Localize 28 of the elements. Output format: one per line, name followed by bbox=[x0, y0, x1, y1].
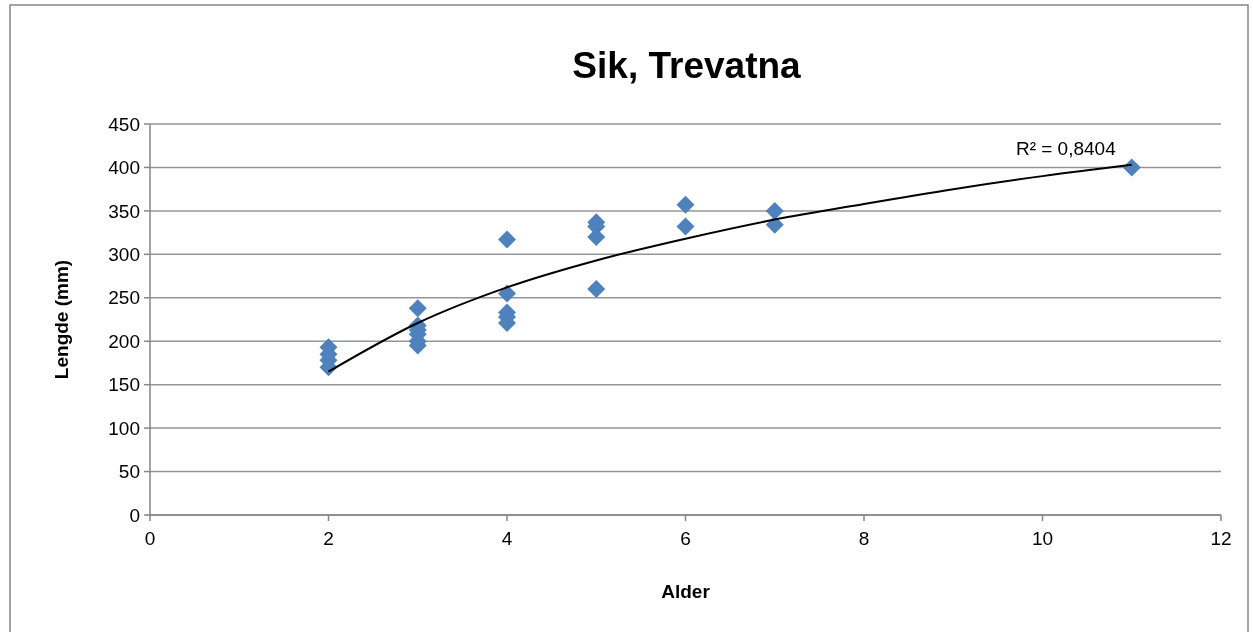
y-tick-label: 300 bbox=[108, 243, 140, 265]
point bbox=[408, 299, 427, 318]
x-tick-label: 4 bbox=[501, 528, 513, 549]
y-tick-label: 400 bbox=[108, 157, 140, 179]
y-tick-label: 450 bbox=[108, 113, 140, 135]
y-tick-label: 350 bbox=[108, 200, 140, 222]
point bbox=[765, 215, 784, 234]
x-tick-label: 12 bbox=[1210, 528, 1232, 549]
y-tick-label: 200 bbox=[108, 330, 140, 352]
x-axis-title: Alder bbox=[661, 581, 711, 602]
point bbox=[587, 280, 606, 299]
x-tick-label: 6 bbox=[680, 528, 691, 549]
x-tick-label: 8 bbox=[858, 528, 870, 549]
y-tick-label: 150 bbox=[108, 374, 140, 396]
point bbox=[676, 217, 695, 236]
point bbox=[676, 195, 695, 214]
y-axis-title: Lengde (mm) bbox=[51, 259, 72, 380]
annotation: R² = 0,8404 bbox=[1015, 137, 1117, 159]
point bbox=[765, 201, 784, 220]
y-tick-label: 50 bbox=[118, 461, 140, 483]
x-tick-label: 2 bbox=[323, 528, 334, 549]
point bbox=[498, 230, 516, 249]
x-tick-label: 10 bbox=[1031, 528, 1054, 549]
y-tick-label: 0 bbox=[129, 504, 140, 526]
chart-title: Sik, Trevatna bbox=[572, 45, 802, 86]
x-tick-label: 0 bbox=[144, 528, 156, 549]
y-tick-label: 100 bbox=[108, 417, 140, 439]
y-tick-label: 250 bbox=[108, 287, 140, 309]
